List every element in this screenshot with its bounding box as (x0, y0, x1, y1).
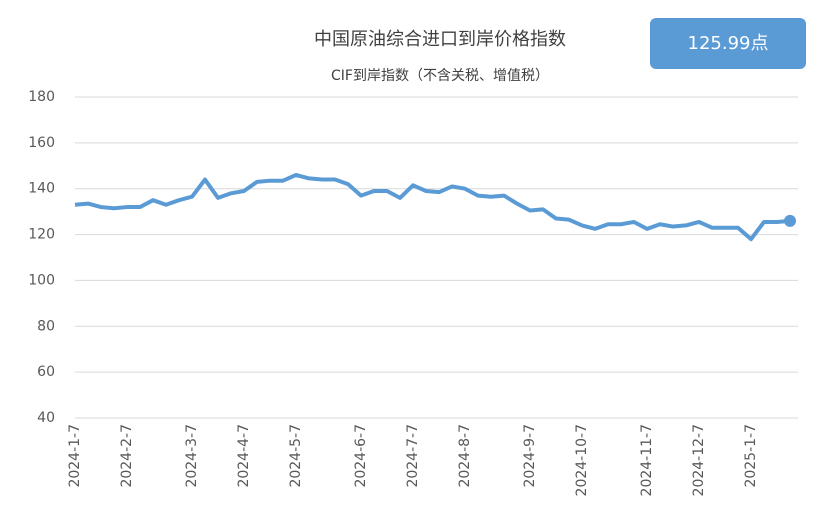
x-tick-label: 2024-3-7 (184, 424, 200, 488)
end-point (784, 214, 796, 227)
x-tick-label: 2024-11-7 (639, 424, 655, 496)
y-tick-label: 120 (28, 227, 55, 243)
chart-subtitle: CIF到岸指数（不含关税、增值税） (331, 68, 549, 84)
x-tick-label: 2024-2-7 (119, 424, 135, 488)
x-tick-label: 2025-1-7 (743, 424, 759, 488)
y-tick-label: 100 (28, 272, 55, 288)
chart-title: 中国原油综合进口到岸价格指数 (314, 29, 566, 50)
y-tick-label: 80 (37, 318, 55, 334)
x-tick-label: 2024-4-7 (236, 424, 252, 488)
x-tick-label: 2024-7-7 (405, 424, 421, 488)
badge-box (650, 18, 806, 69)
y-tick-label: 140 (28, 181, 55, 197)
y-tick-label: 160 (28, 135, 55, 151)
data-line (74, 172, 791, 242)
x-tick-label: 2024-10-7 (574, 424, 590, 496)
x-tick-label: 2024-1-7 (67, 424, 83, 488)
y-tick-label: 180 (28, 89, 55, 105)
x-tick-label: 2024-6-7 (353, 424, 369, 488)
x-tick-label: 2024-9-7 (522, 424, 538, 488)
badge-text: 125.99点 (688, 33, 769, 54)
x-tick-label: 2024-12-7 (691, 424, 707, 496)
x-tick-label: 2024-8-7 (457, 424, 473, 488)
y-tick-label: 60 (37, 364, 55, 380)
y-tick-label: 40 (37, 410, 55, 426)
x-tick-label: 2024-5-7 (288, 424, 304, 488)
